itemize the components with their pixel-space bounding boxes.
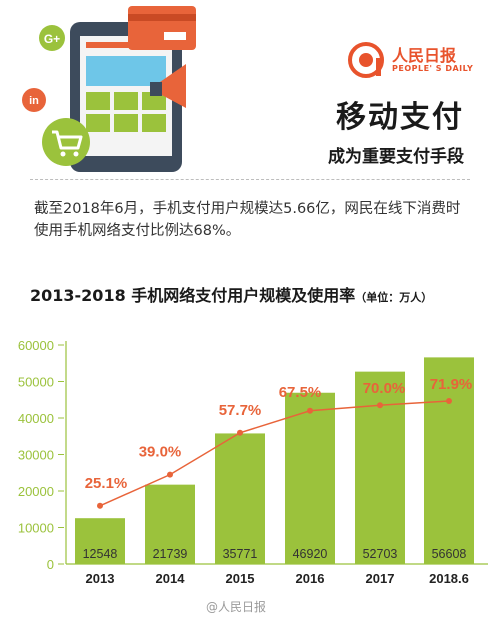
bar [75, 518, 125, 564]
bar-value-label: 21739 [153, 547, 188, 561]
bar [145, 484, 195, 564]
rate-label: 70.0% [363, 380, 406, 397]
rate-label: 67.5% [279, 384, 322, 401]
bar [285, 392, 335, 564]
y-tick-label: 50000 [18, 375, 54, 390]
rate-point [377, 402, 383, 409]
bar-value-label: 46920 [293, 547, 328, 561]
watermark: @人民日报 [206, 600, 267, 614]
description-text: 截至2018年6月，手机支付用户规模达5.66亿，网民在线下消费时使用手机网络支… [34, 201, 461, 239]
bar-value-label: 12548 [83, 547, 118, 561]
rate-point [97, 502, 103, 509]
bar-value-label: 35771 [223, 547, 258, 561]
bar-value-label: 56608 [432, 547, 467, 561]
x-tick-label: 2014 [156, 571, 186, 586]
google-plus-label: G+ [44, 32, 60, 46]
page-subtitle: 成为重要支付手段 [328, 147, 464, 167]
rate-label: 39.0% [139, 444, 182, 461]
y-tick-label: 60000 [18, 338, 54, 353]
divider [30, 179, 470, 180]
rate-point [167, 471, 173, 478]
google-plus-icon [39, 25, 65, 51]
y-tick-label: 20000 [18, 484, 54, 499]
linkedin-label: in [29, 95, 39, 107]
y-tick-label: 10000 [18, 521, 54, 536]
rate-point [307, 407, 313, 414]
x-tick-label: 2015 [226, 571, 255, 586]
logo-text-cn: 人民日报 [392, 46, 457, 65]
page-title: 移动支付 [336, 100, 464, 135]
bar [355, 371, 405, 564]
y-tick-label: 0 [47, 557, 54, 572]
bar [215, 433, 265, 564]
megaphone-icon [160, 64, 186, 108]
linkedin-icon [22, 88, 46, 112]
x-tick-label: 2018.6 [429, 571, 469, 586]
x-tick-label: 2013 [86, 571, 115, 586]
chart-title-text: 2013-2018 手机网络支付用户规模及使用率 [30, 286, 356, 305]
x-tick-label: 2016 [296, 571, 325, 586]
x-tick-label: 2017 [366, 571, 395, 586]
y-tick-label: 30000 [18, 448, 54, 463]
bar-value-label: 52703 [363, 547, 398, 561]
rate-label: 25.1% [85, 475, 128, 492]
logo-text-en: PEOPLE' S DAILY [392, 64, 474, 73]
peoples-daily-logo [348, 42, 384, 78]
chart-unit: （单位：万人） [355, 291, 433, 304]
bar [424, 357, 474, 564]
y-tick-label: 40000 [18, 411, 54, 426]
rate-line [99, 400, 450, 507]
chart-title: 2013-2018 手机网络支付用户规模及使用率（单位：万人） [30, 282, 432, 306]
header-illustration: G+ in [22, 6, 196, 172]
rate-label: 71.9% [430, 376, 473, 393]
rate-point [446, 397, 452, 404]
rate-label: 57.7% [219, 402, 262, 419]
rate-point [237, 429, 243, 436]
